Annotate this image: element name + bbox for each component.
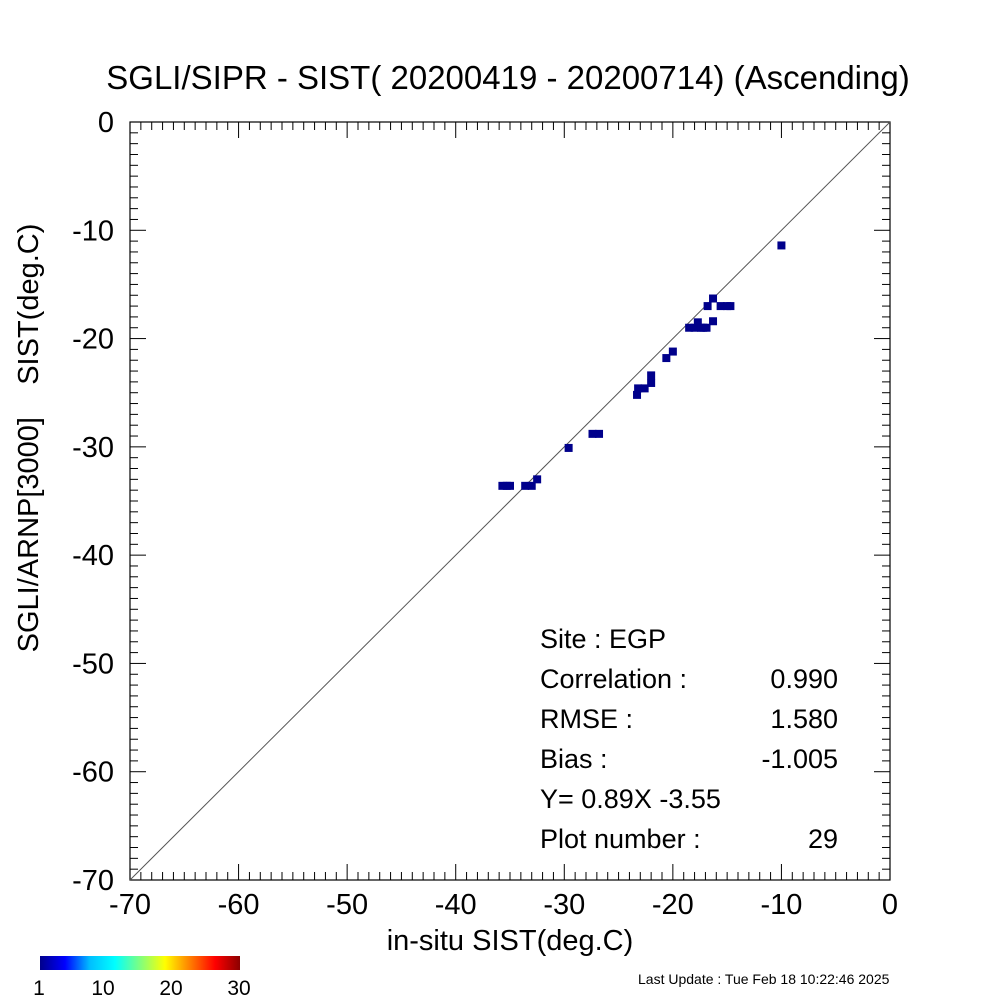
- data-point: [699, 323, 708, 332]
- data-point: [647, 371, 656, 380]
- x-tick-label: -60: [218, 889, 260, 921]
- data-point: [703, 302, 712, 311]
- stat-value: 1.580: [770, 704, 838, 734]
- data-point: [506, 481, 514, 490]
- chart-title: SGLI/SIPR - SIST( 20200419 - 20200714) (…: [106, 59, 909, 96]
- data-point: [633, 390, 642, 399]
- y-tick-label: -40: [72, 540, 114, 572]
- y-tick-label: 0: [98, 107, 114, 139]
- y-tick-label: -60: [72, 757, 114, 789]
- data-point: [685, 323, 694, 332]
- x-tick-label: -40: [435, 889, 477, 921]
- colorbar-tick-label: 10: [91, 977, 114, 1000]
- data-point: [647, 378, 656, 387]
- data-point: [527, 481, 536, 490]
- data-point: [662, 354, 671, 363]
- data-point: [716, 302, 725, 311]
- last-update-text: Last Update : Tue Feb 18 10:22:46 2025: [638, 971, 890, 987]
- x-tick-label: 0: [882, 889, 898, 921]
- stat-label: Bias :: [540, 744, 608, 774]
- colorbar: [40, 956, 240, 970]
- stat-label: RMSE :: [540, 704, 633, 734]
- data-point: [564, 443, 573, 452]
- colorbar-tick-label: 1: [33, 977, 45, 1000]
- colorbar-tick-label: 20: [159, 977, 182, 1000]
- stat-label: Y= 0.89X -3.55: [540, 784, 721, 814]
- data-point: [498, 481, 507, 490]
- data-point: [588, 429, 597, 438]
- x-tick-labels: -70 -60 -50 -40 -30 -20 -10 0: [109, 889, 898, 921]
- data-point: [709, 294, 718, 303]
- data-point: [777, 241, 786, 250]
- y-axis-label: SGLI/ARNP[3000] SIST(deg.C): [13, 224, 45, 653]
- data-point: [709, 317, 718, 326]
- x-tick-label: -20: [652, 889, 694, 921]
- y-tick-label: -10: [72, 215, 114, 247]
- stat-value: 29: [808, 824, 838, 854]
- stat-label: Site : EGP: [540, 624, 666, 654]
- x-tick-label: -70: [109, 889, 151, 921]
- y-tick-label: -20: [72, 324, 114, 356]
- y-tick-labels: 0 -10 -20 -30 -40 -50 -60 -70: [72, 107, 114, 897]
- stat-value: 0.990: [770, 664, 838, 694]
- stat-label: Correlation :: [540, 664, 687, 694]
- x-tick-label: -50: [326, 889, 368, 921]
- x-tick-label: -30: [543, 889, 585, 921]
- stat-label: Plot number :: [540, 824, 701, 854]
- data-point: [595, 429, 604, 438]
- data-point: [521, 481, 530, 490]
- stats-box: Site : EGP Correlation : 0.990 RMSE : 1.580 B…: [540, 624, 838, 854]
- data-point: [668, 347, 677, 356]
- data-point: [690, 323, 699, 332]
- y-tick-label: -70: [72, 865, 114, 897]
- data-point: [640, 384, 649, 393]
- y-tick-label: -30: [72, 432, 114, 464]
- data-point: [533, 475, 542, 484]
- x-tick-label: -10: [760, 889, 802, 921]
- data-point: [634, 384, 643, 393]
- colorbar-tick-label: 30: [227, 977, 250, 1000]
- x-axis-label: in-situ SIST(deg.C): [387, 925, 634, 957]
- minor-ticks: [129, 121, 891, 881]
- y-tick-label: -50: [72, 648, 114, 680]
- data-point: [726, 302, 735, 311]
- data-point: [693, 318, 702, 327]
- data-points: [498, 241, 786, 490]
- stat-value: -1.005: [761, 744, 838, 774]
- colorbar-ticks: 1 10 20 30: [33, 977, 251, 1000]
- one-to-one-line: [129, 121, 891, 881]
